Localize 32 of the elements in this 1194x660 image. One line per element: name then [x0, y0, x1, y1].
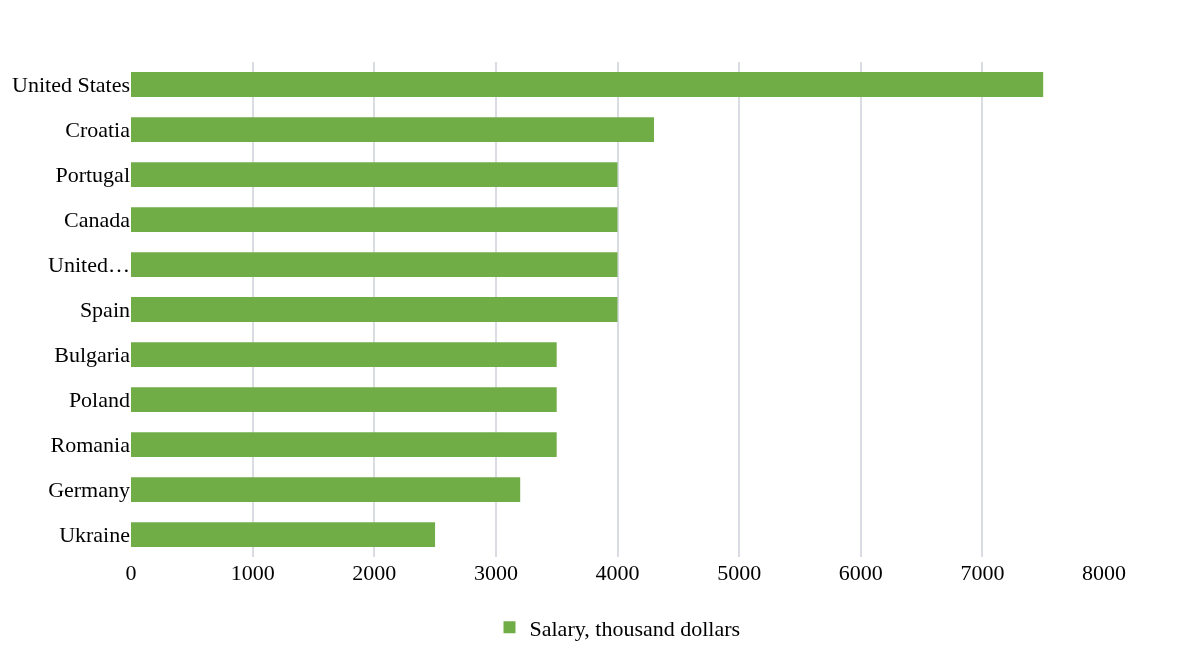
x-tick-label: 4000	[595, 560, 640, 585]
bar	[131, 207, 618, 232]
y-tick-label: Bulgaria	[54, 342, 131, 368]
x-tick-label: 8000	[1082, 560, 1126, 585]
legend-label: Salary, thousand dollars	[529, 615, 741, 641]
x-tick-label: 1000	[230, 560, 275, 585]
bar	[131, 117, 654, 142]
bar	[131, 342, 557, 367]
y-tick-label: United States	[12, 72, 130, 98]
x-tick-label: 5000	[717, 560, 762, 585]
y-tick-label: Germany	[48, 477, 130, 503]
y-tick-label: Ukraine	[59, 522, 130, 548]
bar	[131, 252, 618, 277]
bar	[131, 387, 557, 412]
y-tick-label: United…	[48, 252, 130, 278]
x-tick-label: 6000	[838, 560, 883, 585]
y-tick-label: Romania	[50, 432, 131, 458]
x-tick-label: 0	[125, 560, 137, 585]
y-tick-label: Spain	[79, 297, 130, 323]
bar	[131, 432, 557, 457]
bar	[131, 297, 618, 322]
y-tick-label: Croatia	[65, 117, 131, 143]
bar	[131, 162, 618, 187]
x-tick-label: 7000	[960, 560, 1005, 585]
x-tick-label: 3000	[473, 560, 518, 585]
bar	[131, 477, 521, 502]
y-tick-label: Portugal	[55, 162, 130, 188]
bar	[131, 72, 1044, 97]
y-tick-label: Canada	[64, 207, 131, 233]
bar	[131, 522, 436, 547]
x-tick-label: 2000	[352, 560, 397, 585]
y-tick-label: Poland	[68, 387, 130, 413]
